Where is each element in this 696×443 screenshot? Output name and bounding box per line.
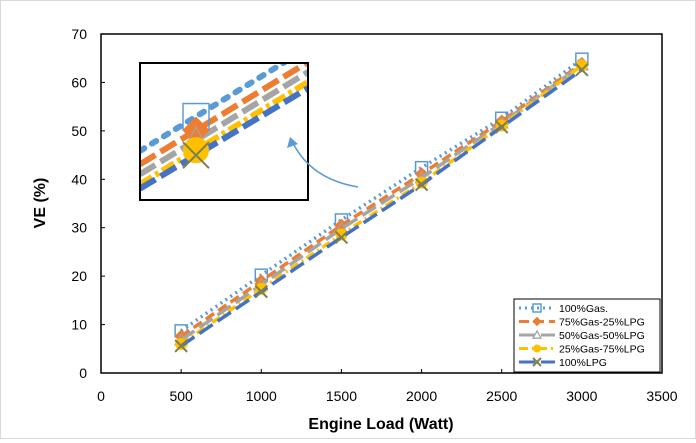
data-point-marker [254, 284, 268, 299]
data-point-marker [182, 141, 210, 169]
data-point-marker [334, 230, 349, 245]
x-tick-label: 3000 [566, 388, 597, 404]
legend-entry-label: 75%Gas-25%LPG [559, 317, 645, 329]
legend-entry-label: 50%Gas-50%LPG [559, 330, 645, 342]
inset-series-line [141, 64, 288, 154]
inset-series-line [141, 85, 307, 192]
y-tick-label: 10 [71, 317, 87, 333]
data-point-marker [174, 339, 188, 353]
y-tick-label: 30 [71, 220, 87, 236]
y-tick-label: 50 [71, 123, 87, 139]
data-point-marker [531, 329, 543, 339]
y-tick-label: 70 [71, 26, 87, 42]
inset-series-line [141, 69, 307, 177]
x-tick-label: 500 [169, 388, 193, 404]
legend-entry-label: 100%LPG [559, 357, 607, 369]
y-tick-label: 40 [71, 171, 87, 187]
x-tick-label: 1000 [246, 388, 277, 404]
series-line [180, 62, 583, 338]
x-tick-label: 2000 [406, 388, 437, 404]
y-tick-label: 60 [71, 74, 87, 90]
legend-entry-label: 100%Gas. [559, 303, 608, 315]
data-point-marker [532, 303, 542, 313]
y-tick-label: 0 [79, 365, 87, 381]
data-point-marker [495, 120, 509, 134]
legend-entry-label: 25%Gas-75%LPG [559, 344, 645, 356]
callout-arrow [292, 142, 359, 188]
data-point-marker [532, 357, 542, 367]
x-axis-label: Engine Load (Watt) [308, 416, 453, 433]
inset-series-line [141, 79, 307, 187]
data-point-marker [575, 59, 588, 72]
inset-content [141, 64, 307, 192]
y-axis-label: VE (%) [32, 178, 49, 229]
inset-series-line [141, 64, 307, 167]
plot-area-border [100, 33, 663, 374]
y-tick-label: 20 [71, 268, 87, 284]
data-point-marker [414, 177, 429, 192]
data-point-marker [533, 344, 541, 353]
x-tick-label: 0 [97, 388, 105, 404]
data-point-marker [532, 316, 542, 327]
x-tick-label: 3500 [646, 388, 677, 404]
data-point-marker [183, 137, 209, 164]
x-tick-label: 2500 [486, 388, 517, 404]
x-tick-label: 1500 [326, 388, 357, 404]
data-point-marker [575, 63, 589, 77]
callout-arrow-head [287, 137, 298, 148]
series-line [180, 68, 583, 348]
